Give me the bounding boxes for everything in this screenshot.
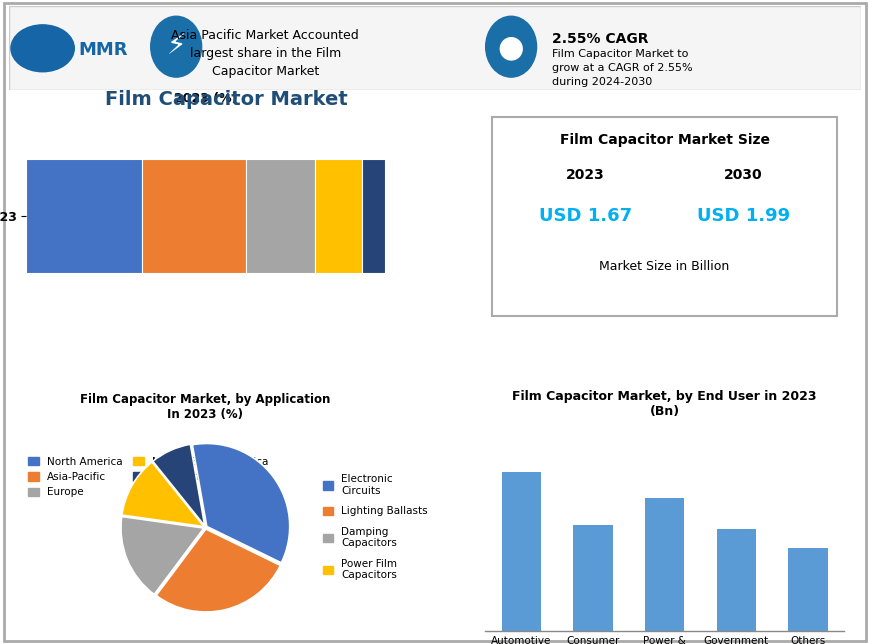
Bar	[315, 159, 362, 274]
Text: 🔥: 🔥	[505, 37, 516, 56]
Text: ⚡: ⚡	[166, 33, 186, 61]
Legend: Electronic
Circuits, Lighting Ballasts, Damping
Capacitors, Power Film
Capacitor: Electronic Circuits, Lighting Ballasts, …	[318, 470, 432, 585]
Bar	[573, 525, 612, 631]
Text: Film Capacitor Market Size: Film Capacitor Market Size	[559, 133, 769, 147]
Wedge shape	[192, 444, 289, 563]
Wedge shape	[122, 462, 203, 527]
Text: 2023: 2023	[566, 168, 604, 182]
Text: ●: ●	[497, 33, 524, 62]
Text: Film Capacitor Market to
grow at a CAGR of 2.55%
during 2024-2030: Film Capacitor Market to grow at a CAGR …	[552, 48, 693, 87]
Text: USD 1.99: USD 1.99	[696, 207, 789, 225]
Bar	[142, 159, 246, 274]
Wedge shape	[156, 529, 280, 612]
Text: Market Size in Billion: Market Size in Billion	[599, 260, 729, 272]
FancyBboxPatch shape	[9, 6, 860, 90]
Title: Film Capacitor Market, by Application
In 2023 (%): Film Capacitor Market, by Application In…	[80, 393, 330, 421]
Bar	[644, 498, 684, 631]
Bar	[26, 159, 142, 274]
Text: 2030: 2030	[723, 168, 762, 182]
Wedge shape	[121, 516, 203, 594]
FancyBboxPatch shape	[492, 117, 836, 316]
Title: Film Capacitor Market Share, by Region in
2023 (%): Film Capacitor Market Share, by Region i…	[57, 77, 354, 104]
FancyBboxPatch shape	[4, 3, 865, 641]
Legend: North America, Asia-Pacific, Europe, Middle East and Africa, South America: North America, Asia-Pacific, Europe, Mid…	[24, 453, 272, 502]
Bar	[787, 547, 826, 631]
Bar	[716, 529, 755, 631]
Bar	[246, 159, 315, 274]
Circle shape	[11, 25, 74, 71]
Bar	[362, 159, 384, 274]
Text: MMR: MMR	[79, 41, 128, 59]
Text: Asia Pacific Market Accounted
largest share in the Film
Capacitor Market: Asia Pacific Market Accounted largest sh…	[171, 29, 359, 78]
Text: Film Capacitor Market: Film Capacitor Market	[104, 90, 348, 109]
Text: 2.55% CAGR: 2.55% CAGR	[552, 32, 648, 46]
Circle shape	[150, 16, 202, 77]
Circle shape	[485, 16, 536, 77]
Title: Film Capacitor Market, by End User in 2023
(Bn): Film Capacitor Market, by End User in 20…	[512, 390, 816, 419]
Bar	[501, 471, 541, 631]
Text: USD 1.67: USD 1.67	[539, 207, 632, 225]
Wedge shape	[153, 444, 204, 526]
